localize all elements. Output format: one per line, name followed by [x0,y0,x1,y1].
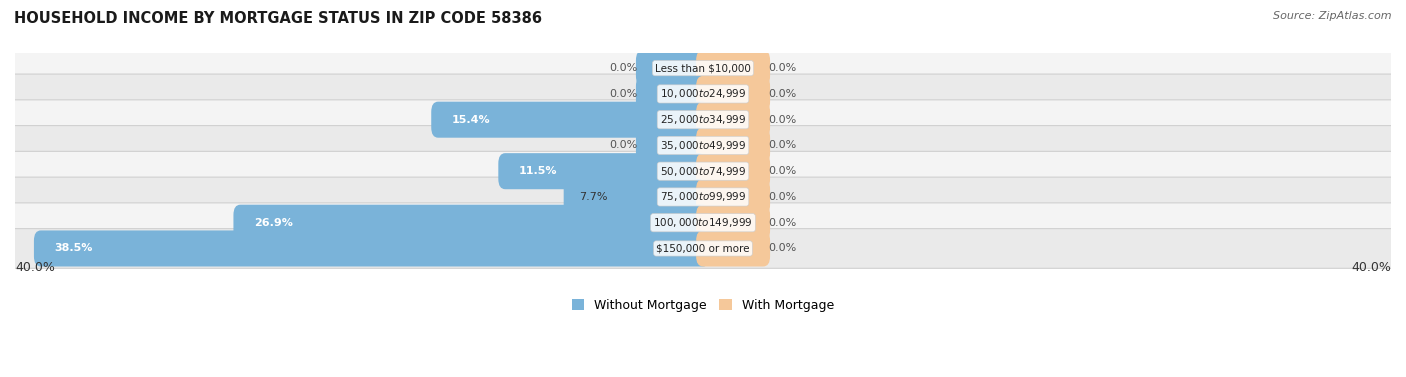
Text: Less than $10,000: Less than $10,000 [655,63,751,73]
FancyBboxPatch shape [696,76,770,112]
FancyBboxPatch shape [696,153,770,189]
Text: 0.0%: 0.0% [609,140,638,150]
FancyBboxPatch shape [636,76,710,112]
FancyBboxPatch shape [1,48,1405,88]
FancyBboxPatch shape [34,230,710,267]
FancyBboxPatch shape [432,102,710,138]
FancyBboxPatch shape [1,126,1405,165]
Text: $50,000 to $74,999: $50,000 to $74,999 [659,165,747,178]
FancyBboxPatch shape [1,100,1405,139]
Text: $25,000 to $34,999: $25,000 to $34,999 [659,113,747,126]
FancyBboxPatch shape [696,127,770,164]
Text: 0.0%: 0.0% [768,89,797,99]
Text: 38.5%: 38.5% [55,244,93,253]
Text: 0.0%: 0.0% [609,63,638,73]
Text: Source: ZipAtlas.com: Source: ZipAtlas.com [1274,11,1392,21]
FancyBboxPatch shape [696,102,770,138]
FancyBboxPatch shape [564,179,710,215]
Text: 40.0%: 40.0% [15,261,55,274]
Text: 0.0%: 0.0% [768,140,797,150]
Text: 0.0%: 0.0% [768,192,797,202]
Text: 11.5%: 11.5% [519,166,557,176]
FancyBboxPatch shape [233,205,710,241]
FancyBboxPatch shape [1,177,1405,217]
Text: $10,000 to $24,999: $10,000 to $24,999 [659,87,747,100]
Text: 0.0%: 0.0% [768,218,797,228]
FancyBboxPatch shape [1,151,1405,191]
FancyBboxPatch shape [696,230,770,267]
Text: 0.0%: 0.0% [768,63,797,73]
Text: $150,000 or more: $150,000 or more [657,244,749,253]
FancyBboxPatch shape [1,228,1405,268]
Text: 0.0%: 0.0% [768,115,797,125]
Text: 15.4%: 15.4% [451,115,491,125]
Text: $75,000 to $99,999: $75,000 to $99,999 [659,190,747,204]
Text: 0.0%: 0.0% [609,89,638,99]
FancyBboxPatch shape [498,153,710,189]
FancyBboxPatch shape [696,179,770,215]
Text: $100,000 to $149,999: $100,000 to $149,999 [654,216,752,229]
Text: $35,000 to $49,999: $35,000 to $49,999 [659,139,747,152]
Legend: Without Mortgage, With Mortgage: Without Mortgage, With Mortgage [567,294,839,317]
FancyBboxPatch shape [636,127,710,164]
FancyBboxPatch shape [696,205,770,241]
FancyBboxPatch shape [636,50,710,86]
Text: 7.7%: 7.7% [579,192,607,202]
Text: HOUSEHOLD INCOME BY MORTGAGE STATUS IN ZIP CODE 58386: HOUSEHOLD INCOME BY MORTGAGE STATUS IN Z… [14,11,543,26]
FancyBboxPatch shape [1,74,1405,114]
Text: 40.0%: 40.0% [1351,261,1391,274]
FancyBboxPatch shape [696,50,770,86]
Text: 0.0%: 0.0% [768,244,797,253]
FancyBboxPatch shape [1,203,1405,242]
Text: 0.0%: 0.0% [768,166,797,176]
Text: 26.9%: 26.9% [254,218,292,228]
